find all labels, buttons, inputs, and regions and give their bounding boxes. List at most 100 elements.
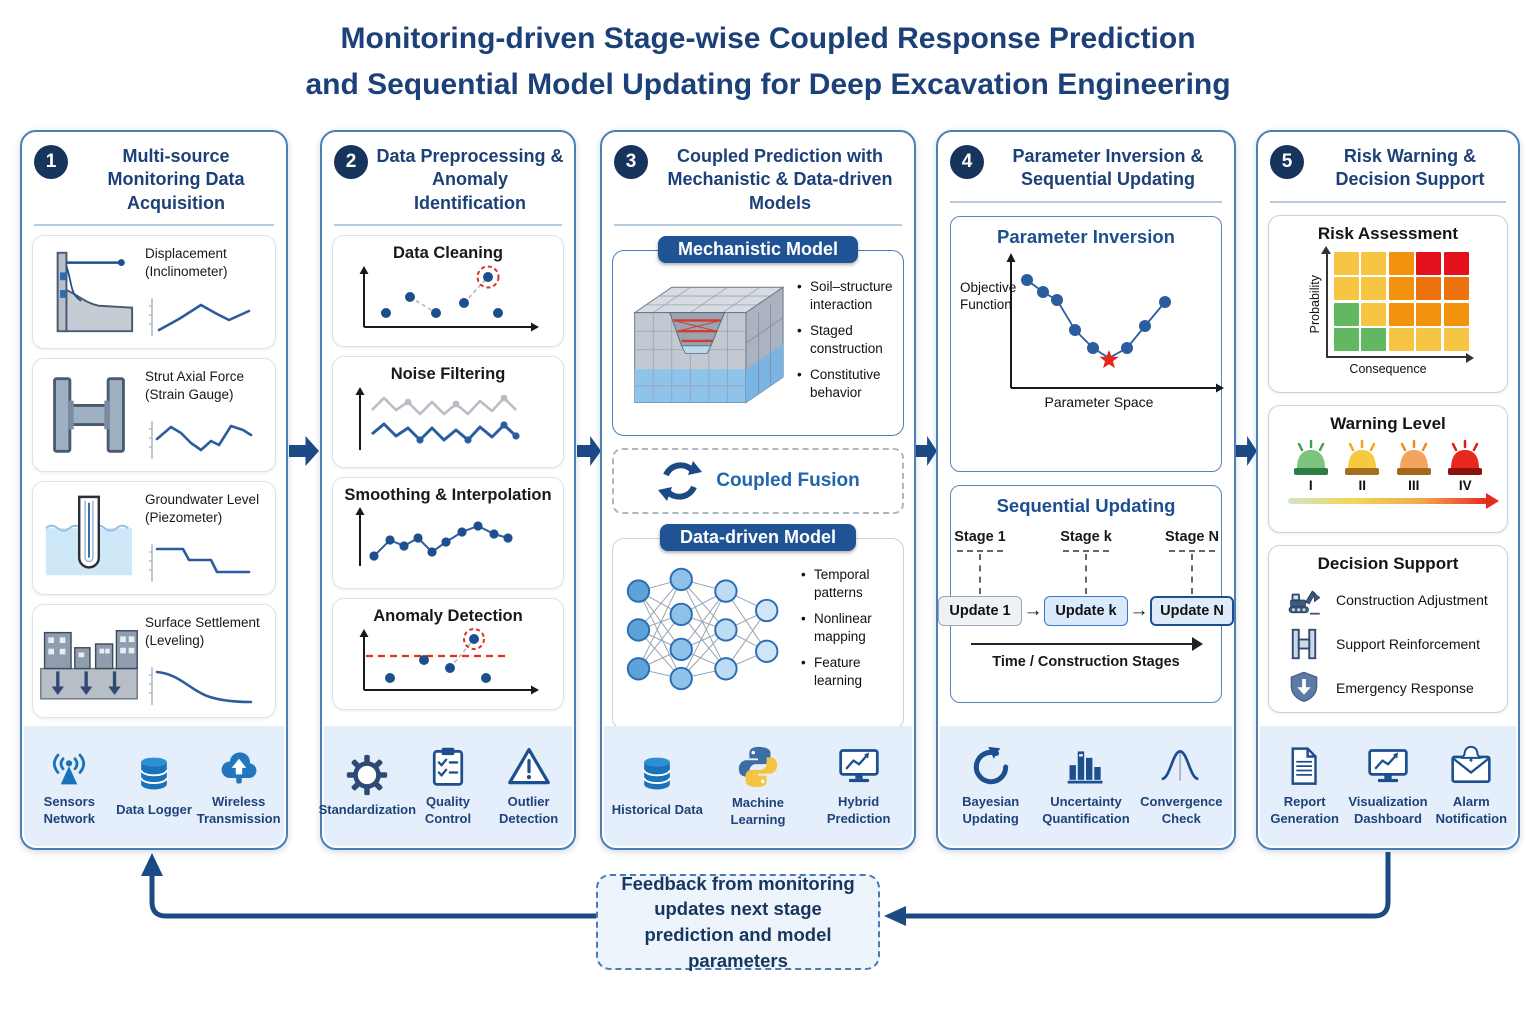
divider (334, 224, 562, 227)
bullet-item: Feature learning (801, 654, 895, 689)
bullet-item: Staged construction (797, 322, 895, 357)
panel-4-title: Parameter Inversion & Sequential Updatin… (1012, 146, 1204, 190)
footer-label: Standardization (318, 802, 417, 818)
bullet-item: Soil–structure interaction (797, 278, 895, 313)
risk-cell (1361, 302, 1386, 326)
step-badge-4: 4 (950, 145, 984, 179)
warning-lamp-level-3: III (1392, 439, 1436, 493)
h-beam-icon (1291, 628, 1317, 659)
risk-cell (1443, 328, 1469, 352)
monitoring-card-right: Strut Axial Force (Strain Gauge) (145, 359, 275, 471)
card-title: Noise Filtering (390, 365, 506, 384)
risk-cell (1416, 251, 1441, 275)
bullet-item: Temporal patterns (801, 566, 895, 601)
footer-item-uncertainty-quantification: Uncertainty Quantification (1039, 745, 1133, 827)
piezometer-illustration (33, 482, 145, 594)
data-driven-model-body: Temporal patterns Nonlinear mapping Feat… (613, 539, 903, 706)
footer-label: Quality Control (424, 794, 472, 826)
footer-label: Report Generation (1270, 794, 1339, 826)
warning-lamp-level-1: I (1289, 439, 1333, 493)
footer-label: Convergence Check (1140, 794, 1223, 826)
decision-label: Support Reinforcement (1336, 635, 1480, 652)
cycle-arrows-icon (658, 461, 703, 502)
time-axis-arrow (971, 637, 1203, 650)
sequential-updating-title: Sequential Updating (996, 494, 1176, 516)
monitoring-name: Strut Axial Force (145, 369, 245, 385)
mechanistic-bullets: Soil–structure interaction Staged constr… (791, 269, 895, 410)
monitoring-card-strut-force: Strut Axial Force (Strain Gauge) (32, 358, 276, 473)
risk-cell (1416, 277, 1441, 301)
beacon-green-icon (1293, 439, 1328, 475)
panel-1-title: Multi-source Monitoring Data Acquisition (107, 146, 245, 213)
radio-tower-icon (53, 753, 86, 785)
panel-4-footer: Bayesian Updating Uncertainty Quantifica… (940, 726, 1232, 846)
footer-label: Sensors Network (43, 794, 95, 826)
risk-cell (1388, 277, 1414, 301)
footer-item-hybrid-prediction: Hybrid Prediction (809, 745, 909, 827)
data-driven-bullets: Temporal patterns Nonlinear mapping Feat… (795, 557, 895, 698)
risk-assessment-title: Risk Assessment (1317, 223, 1459, 243)
monitoring-card-right: Surface Settlement (Leveling) (145, 605, 275, 717)
panel-5-header: 5 Risk Warning & Decision Support (1258, 132, 1518, 192)
sequential-stages-grid: Stage 1 Stage k Stage N Update 1 Update … (938, 529, 1234, 626)
refresh-icon (973, 747, 1008, 785)
parameter-inversion-title: Parameter Inversion (997, 225, 1175, 247)
warning-level-box: Warning Level I II (1268, 404, 1508, 533)
warning-level-label: II (1358, 477, 1366, 493)
panel-3-coupled-prediction: 3 Coupled Prediction with Mechanistic & … (600, 130, 916, 850)
data-driven-model-banner: Data-driven Model (659, 524, 857, 552)
footer-item-historical-data: Historical Data (608, 753, 708, 818)
risk-cell (1361, 328, 1386, 352)
mechanistic-model-box: Mechanistic Model (612, 236, 904, 437)
stage-dash (1063, 549, 1109, 552)
footer-label: Historical Data (611, 802, 703, 818)
risk-cell (1333, 277, 1359, 301)
stage-connector (1191, 553, 1193, 594)
severity-gradient-arrow (1288, 492, 1499, 509)
card-title: Anomaly Detection (373, 607, 523, 626)
bullet-item: Constitutive behavior (797, 366, 895, 401)
warning-lamp-level-4: IV (1443, 439, 1487, 493)
decision-row-construction: Construction Adjustment (1285, 582, 1507, 618)
flow-arrow-2-3-icon (577, 436, 601, 466)
panel-4-header: 4 Parameter Inversion & Sequential Updat… (938, 132, 1234, 192)
risk-cell (1416, 328, 1441, 352)
risk-cell (1443, 302, 1469, 326)
buildings-settlement-illustration (33, 605, 145, 717)
divider (950, 200, 1222, 203)
feedback-box: Feedback from monitoring updates next st… (596, 873, 880, 971)
bell-curve-icon (1161, 750, 1200, 781)
footer-label: Hybrid Prediction (826, 794, 891, 826)
decision-label: Emergency Response (1336, 679, 1474, 696)
footer-label: Visualization Dashboard (1348, 794, 1428, 826)
warning-lamps: I II III (1269, 434, 1507, 493)
card-noise-filtering: Noise Filtering (332, 356, 564, 469)
panel-2-footer: Standardization Quality Control (319, 726, 572, 846)
monitoring-method: (Leveling) (145, 633, 205, 649)
cloud-upload-icon (221, 752, 257, 784)
footer-item-wireless-transmission: Wireless Transmission (197, 745, 281, 827)
divider (1270, 200, 1506, 203)
decision-row-support: Support Reinforcement (1285, 626, 1507, 662)
risk-cell (1333, 251, 1359, 275)
monitor-chart-icon (1368, 749, 1408, 783)
warning-level-label: I (1308, 477, 1313, 493)
card-title: Smoothing & Interpolation (344, 486, 552, 505)
panel-3-header: 3 Coupled Prediction with Mechanistic & … (602, 132, 914, 215)
panel-4-inversion-updating: 4 Parameter Inversion & Sequential Updat… (936, 130, 1236, 850)
panel-1-header: 1 Multi-source Monitoring Data Acquisiti… (22, 132, 286, 215)
warning-level-label: III (1408, 477, 1420, 493)
parameter-inversion-box: Parameter Inversion Objective Function P… (950, 215, 1224, 472)
anomaly-detection-chart (359, 628, 539, 695)
stage-dash (1169, 549, 1215, 552)
panel-3-footer: Historical Data Machine Learning (604, 726, 912, 846)
clipboard-check-icon (432, 748, 464, 787)
footer-item-bayesian-updating: Bayesian Updating (943, 745, 1037, 827)
risk-cell (1333, 328, 1359, 352)
gear-icon (347, 755, 388, 796)
monitoring-card-settlement: Surface Settlement (Leveling) (32, 604, 276, 719)
settlement-sparkline (149, 667, 253, 706)
step-badge-5: 5 (1270, 145, 1304, 179)
envelope-alert-icon (1451, 746, 1491, 784)
title-line-2: and Sequential Model Updating for Deep E… (305, 67, 1231, 101)
